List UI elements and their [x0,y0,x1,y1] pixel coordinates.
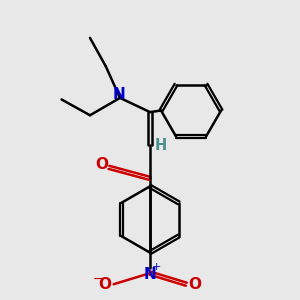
Text: H: H [155,138,167,153]
Text: +: + [152,262,162,272]
Text: O: O [98,277,111,292]
Text: N: N [144,267,156,282]
Text: N: N [113,87,126,102]
Text: O: O [189,277,202,292]
Text: −: − [93,273,103,286]
Text: O: O [95,157,109,172]
